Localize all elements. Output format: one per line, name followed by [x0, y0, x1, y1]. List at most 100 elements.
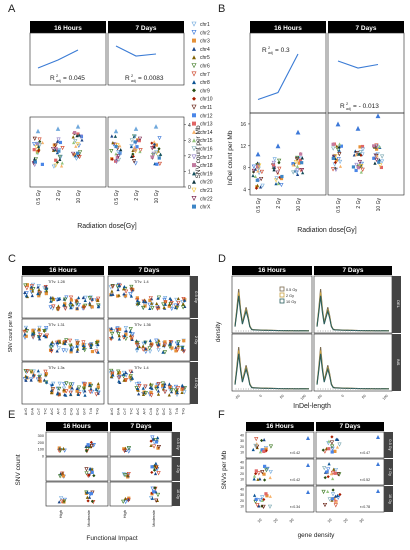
a-xtick-label: 2 Gy — [56, 190, 62, 201]
c-point — [64, 389, 69, 394]
f-point — [330, 444, 335, 449]
f-point — [321, 489, 326, 495]
c-point — [144, 347, 148, 351]
a-point — [117, 152, 122, 157]
f-point — [256, 477, 260, 481]
f-strip-label: 0.5 Gy — [388, 439, 392, 450]
b-point-outlier — [355, 125, 361, 131]
c-point — [81, 295, 85, 300]
c-point — [128, 292, 133, 297]
c-point — [89, 387, 93, 391]
a-point — [70, 151, 76, 157]
c-point — [25, 283, 30, 287]
f-point — [263, 464, 267, 468]
a-point — [76, 132, 80, 136]
b-point — [256, 169, 260, 173]
c-point — [181, 305, 186, 310]
f-xtick-label: 10 — [257, 518, 263, 524]
c-point — [42, 333, 46, 337]
f-xtick-label: 30 — [359, 518, 365, 524]
c-point — [81, 343, 85, 347]
f-ytick-label: 10 — [240, 451, 244, 455]
c-point — [122, 378, 126, 382]
c-xtick-label: C>A — [63, 407, 67, 415]
b-point — [339, 144, 344, 148]
c-strip-label: 2 Gy — [194, 336, 199, 344]
c-point — [63, 341, 67, 346]
a-legend-label: chr3 — [200, 39, 210, 45]
c-point — [118, 327, 122, 331]
e-ytick-label: 0 — [42, 455, 44, 459]
c-xtick-label: A>C — [50, 408, 54, 415]
c-point — [117, 283, 122, 288]
c-point — [163, 340, 167, 344]
c-point — [176, 296, 180, 301]
a-ytick-label: 3 — [188, 138, 191, 144]
c-point — [83, 298, 87, 303]
d-xlabel: InDel-length — [293, 403, 331, 410]
c-point — [137, 344, 142, 349]
d-strip-label: INS — [396, 359, 401, 366]
a-point-outlier — [35, 128, 41, 134]
f-ytick-label: 10 — [240, 478, 244, 482]
f-point — [260, 498, 264, 502]
b-point — [359, 161, 364, 167]
c-point — [81, 386, 87, 391]
f-point — [268, 494, 272, 498]
c-point — [180, 386, 185, 392]
a-point — [137, 139, 141, 143]
f-point — [327, 439, 331, 443]
d-header-7d-bg — [314, 266, 392, 275]
a-legend-marker — [192, 113, 196, 118]
c-point — [173, 388, 178, 393]
f-xlabel: gene density — [298, 532, 336, 539]
c-point — [148, 385, 152, 389]
a-xtick-label: 0.5 Gy — [36, 190, 42, 205]
c-point — [154, 386, 159, 392]
b-point — [279, 183, 284, 188]
c-point — [141, 341, 146, 346]
d-legend-swatch — [279, 298, 285, 304]
c-point — [37, 294, 41, 298]
c-point — [37, 375, 42, 380]
c-header-16h-bg — [22, 266, 104, 275]
b-point — [379, 165, 384, 170]
c-point — [154, 338, 159, 343]
e-point — [153, 486, 157, 490]
panel-letter-D: D — [218, 253, 226, 265]
b-point — [259, 169, 264, 175]
a-point — [73, 154, 77, 158]
c-point — [36, 285, 40, 289]
c-point — [117, 379, 121, 383]
f-point — [333, 471, 337, 475]
c-point — [110, 289, 114, 293]
a-point — [73, 138, 78, 144]
c-point — [37, 291, 42, 296]
e-point — [154, 465, 159, 469]
c-point — [117, 375, 122, 380]
c-point — [182, 390, 187, 395]
f-point — [264, 492, 268, 496]
a-trend-line-7d — [115, 45, 157, 57]
e-point — [62, 500, 66, 504]
e-strip — [172, 482, 180, 506]
c-point — [174, 305, 178, 309]
c-point — [128, 333, 133, 338]
a-point — [113, 134, 118, 138]
c-point — [74, 299, 79, 304]
c-point — [141, 392, 146, 397]
c-point — [124, 332, 128, 336]
a-point — [36, 144, 41, 149]
c-point — [68, 343, 73, 348]
b-point — [251, 168, 256, 174]
e-point — [87, 495, 92, 499]
f-point — [265, 494, 269, 498]
c-point — [89, 343, 93, 347]
a-point — [154, 143, 158, 147]
e-point — [57, 500, 61, 504]
c-point — [180, 390, 184, 395]
f-ytick-label: 30 — [240, 466, 244, 470]
a-legend-marker — [192, 129, 196, 134]
c-point — [116, 331, 121, 337]
a-point — [114, 159, 119, 165]
